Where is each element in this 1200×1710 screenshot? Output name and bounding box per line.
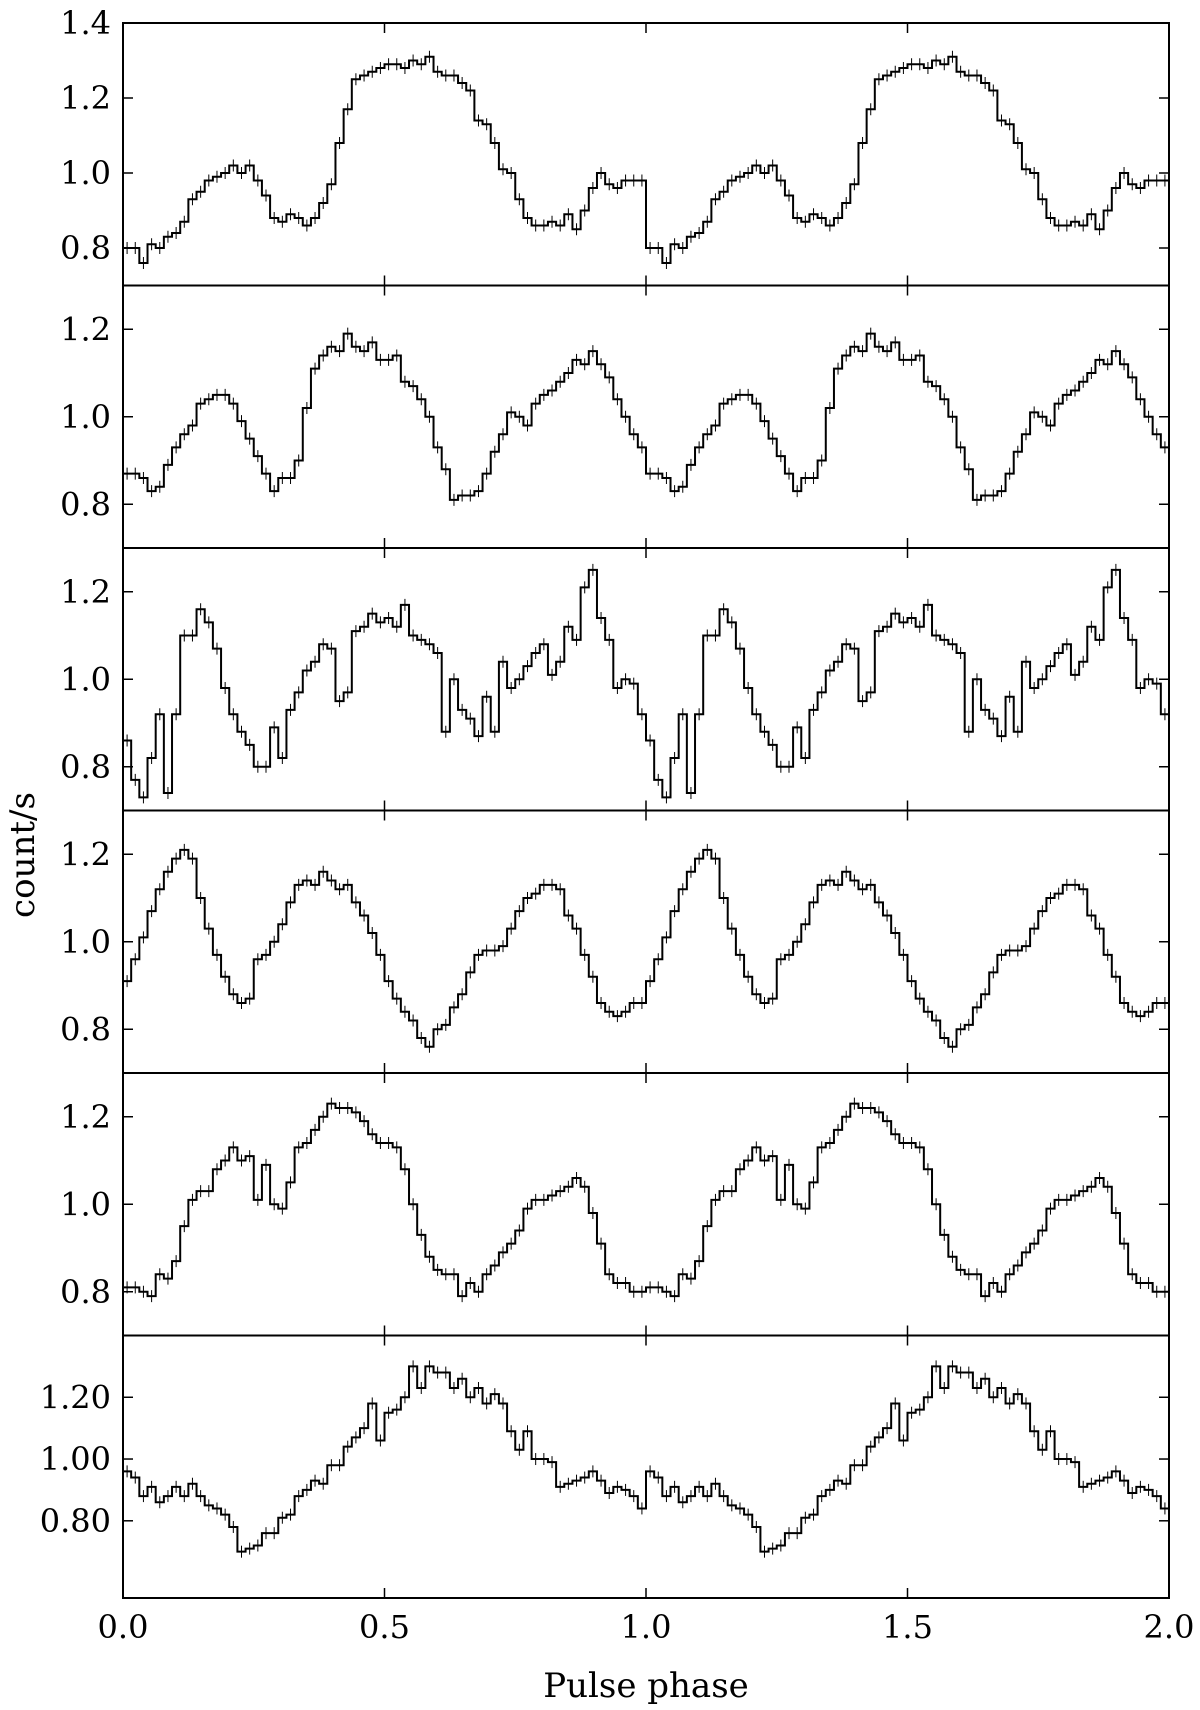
x-axis-label: Pulse phase (543, 1666, 749, 1706)
y-tick-label: 1.0 (60, 398, 111, 436)
y-tick-label: 1.0 (60, 923, 111, 961)
x-tick-label: 0.0 (98, 1608, 149, 1646)
y-tick-label: 1.4 (60, 4, 111, 42)
y-tick-label: 1.2 (60, 1098, 111, 1136)
y-tick-label: 0.8 (60, 1010, 111, 1048)
x-tick-label: 1.5 (882, 1608, 933, 1646)
x-tick-label: 0.5 (359, 1608, 410, 1646)
y-tick-label: 0.8 (60, 229, 111, 267)
error-bars (126, 1097, 1166, 1303)
error-bars (126, 327, 1166, 506)
panel-frame (122, 547, 1170, 812)
panel-frame (122, 809, 1170, 1074)
y-axis-label: count/s (3, 792, 43, 918)
y-tick-label: 0.8 (60, 748, 111, 786)
panel-frame (122, 284, 1170, 549)
y-tick-label: 1.20 (40, 1378, 111, 1416)
panel-5: 0.8 1.0 1.2 (60, 1072, 1170, 1337)
series-step-line (123, 1102, 1169, 1298)
y-tick-label: 1.2 (60, 310, 111, 348)
x-tick-label: 2.0 (1144, 1608, 1195, 1646)
series-step-line (123, 332, 1169, 501)
y-tick-label: 1.2 (60, 835, 111, 873)
series-step-line (123, 55, 1169, 264)
panel-1: 0.8 1.0 1.2 1.4 (60, 4, 1170, 287)
panels-group: 0.81.01.21.40.81.01.20.81.01.20.81.01.20… (40, 4, 1170, 1599)
x-tick-labels: 0.0 0.5 1.0 1.5 2.0 (98, 1608, 1195, 1646)
error-bars (126, 843, 1166, 1053)
error-bars (126, 50, 1166, 269)
error-bars (126, 1360, 1166, 1558)
panel-frame (122, 1072, 1170, 1337)
y-tick-label: 1.0 (60, 660, 111, 698)
series-step-line (123, 1365, 1169, 1553)
error-bars (126, 563, 1166, 804)
panel-6: 0.80 1.00 1.20 (40, 1334, 1170, 1599)
y-tick-label: 1.0 (60, 1185, 111, 1223)
y-tick-label: 1.0 (60, 154, 111, 192)
panel-3: 0.8 1.0 1.2 (60, 547, 1170, 812)
y-tick-label: 1.00 (40, 1440, 111, 1478)
y-tick-label: 0.8 (60, 485, 111, 523)
y-tick-label: 1.2 (60, 573, 111, 611)
y-tick-label: 0.8 (60, 1273, 111, 1311)
panel-2: 0.8 1.0 1.2 (60, 284, 1170, 549)
panel-frame (122, 1334, 1170, 1599)
panel-4: 0.8 1.0 1.2 (60, 809, 1170, 1074)
series-step-line (123, 848, 1169, 1048)
y-tick-label: 1.2 (60, 79, 111, 117)
x-tick-label: 1.0 (621, 1608, 672, 1646)
y-tick-label: 0.80 (40, 1502, 111, 1540)
series-step-line (123, 568, 1169, 799)
